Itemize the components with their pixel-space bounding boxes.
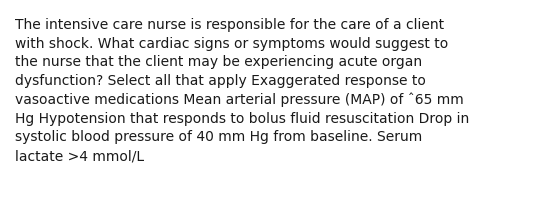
Text: The intensive care nurse is responsible for the care of a client
with shock. Wha: The intensive care nurse is responsible … (15, 18, 469, 163)
